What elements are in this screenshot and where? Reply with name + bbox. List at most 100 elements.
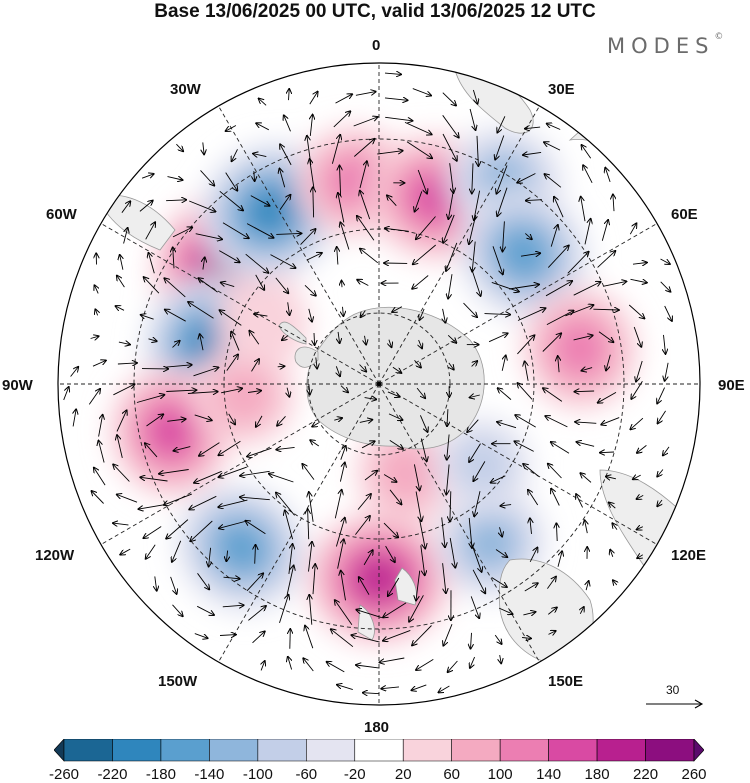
wind-vector bbox=[383, 474, 396, 482]
wind-vector bbox=[361, 310, 366, 318]
wind-vector bbox=[304, 284, 316, 295]
wind-vector bbox=[446, 464, 449, 495]
wind-vector bbox=[365, 335, 367, 345]
wind-vector bbox=[360, 191, 371, 220]
wind-vector bbox=[551, 489, 560, 506]
wind-vector bbox=[631, 380, 643, 399]
wind-vector bbox=[500, 527, 503, 536]
wind-vector bbox=[404, 121, 432, 134]
wind-vector bbox=[338, 193, 345, 223]
colorbar-swatch bbox=[257, 739, 307, 762]
wind-vector bbox=[174, 446, 191, 451]
wind-vector bbox=[364, 398, 377, 400]
wind-vector bbox=[583, 165, 593, 184]
wind-vector bbox=[419, 415, 427, 432]
wind-vector bbox=[600, 452, 615, 453]
wind-vector bbox=[364, 471, 377, 481]
wind-vector bbox=[442, 563, 446, 593]
wind-vector bbox=[219, 440, 241, 455]
wind-vector bbox=[522, 638, 531, 639]
wind-vector bbox=[582, 368, 593, 371]
wind-vector bbox=[276, 493, 295, 516]
wind-vector bbox=[359, 420, 373, 423]
wind-vector bbox=[164, 278, 186, 298]
wind-vector bbox=[95, 309, 97, 316]
wind-vector bbox=[269, 474, 294, 483]
wind-vector bbox=[288, 657, 292, 670]
wind-vector bbox=[503, 221, 505, 251]
colorbar-tick-label: 100 bbox=[487, 766, 513, 783]
wind-vector bbox=[442, 92, 456, 106]
wind-vector bbox=[586, 581, 589, 591]
wind-vector bbox=[469, 517, 472, 548]
wind-vector bbox=[222, 605, 244, 607]
label-lon-0: 0 bbox=[372, 37, 381, 54]
label-lon-120w: 120W bbox=[35, 547, 75, 564]
wind-vector bbox=[356, 610, 383, 619]
wind-vector bbox=[357, 280, 369, 286]
wind-vector bbox=[558, 356, 559, 373]
wind-vector bbox=[246, 223, 273, 238]
colorbar-tick-label: -140 bbox=[194, 766, 225, 783]
wind-vectors bbox=[63, 73, 672, 694]
wind-vector bbox=[442, 115, 459, 137]
colorbar-tick-label: 220 bbox=[633, 766, 659, 783]
wind-vector bbox=[337, 539, 344, 569]
wind-vector bbox=[492, 246, 503, 274]
wind-vector bbox=[159, 469, 189, 474]
wind-vector bbox=[477, 135, 478, 166]
wind-vector bbox=[139, 201, 153, 212]
reference-vector-label: 30 bbox=[666, 683, 680, 697]
wind-vector bbox=[336, 366, 340, 376]
wind-vector bbox=[351, 635, 380, 643]
wind-vector bbox=[354, 139, 374, 157]
wind-vector bbox=[628, 304, 644, 318]
wind-vector bbox=[387, 195, 397, 207]
wind-vector bbox=[170, 576, 177, 594]
wind-vector bbox=[188, 302, 214, 319]
wind-vector bbox=[195, 233, 222, 240]
wind-vector bbox=[140, 477, 168, 482]
wind-vector bbox=[359, 577, 370, 595]
wind-vector bbox=[165, 310, 186, 322]
wind-vector bbox=[548, 631, 556, 635]
wind-vector bbox=[491, 577, 507, 588]
wind-vector bbox=[523, 464, 539, 477]
wind-vector bbox=[565, 305, 593, 317]
wind-vector bbox=[245, 253, 269, 273]
wind-vector bbox=[333, 111, 351, 128]
wind-vector bbox=[609, 503, 616, 509]
wind-vector bbox=[412, 275, 429, 289]
wind-vector bbox=[545, 281, 572, 297]
wind-vector bbox=[95, 285, 99, 294]
wind-vector bbox=[359, 364, 367, 372]
wind-vector bbox=[254, 314, 268, 316]
colorbar-tick-label: 260 bbox=[681, 766, 707, 783]
wind-vector bbox=[665, 362, 669, 381]
wind-vector bbox=[70, 367, 79, 377]
wind-vector bbox=[657, 499, 662, 506]
wind-vector bbox=[470, 596, 479, 618]
colorbar-tick-label: -20 bbox=[343, 766, 366, 783]
wind-vector bbox=[343, 306, 344, 316]
wind-vector bbox=[441, 517, 445, 547]
wind-vector bbox=[199, 442, 220, 456]
wind-vector bbox=[316, 357, 317, 368]
wind-vector bbox=[288, 544, 293, 574]
colorbar-tick-label: -60 bbox=[295, 766, 318, 783]
wind-vector bbox=[331, 629, 354, 648]
meridian-line bbox=[378, 383, 658, 545]
wind-vector bbox=[469, 108, 475, 130]
wind-vector bbox=[276, 447, 295, 449]
wind-vector bbox=[416, 387, 425, 398]
wind-vector bbox=[190, 520, 213, 541]
wind-vector bbox=[342, 281, 343, 288]
label-lon-150e: 150E bbox=[548, 673, 584, 690]
wind-vector bbox=[515, 441, 534, 452]
south-pole-marker bbox=[376, 381, 382, 387]
wind-vector bbox=[660, 258, 670, 264]
modes-logo: MODES© bbox=[607, 32, 723, 58]
wind-vector bbox=[232, 149, 238, 161]
wind-vector bbox=[116, 410, 127, 432]
wind-vector bbox=[219, 190, 243, 210]
